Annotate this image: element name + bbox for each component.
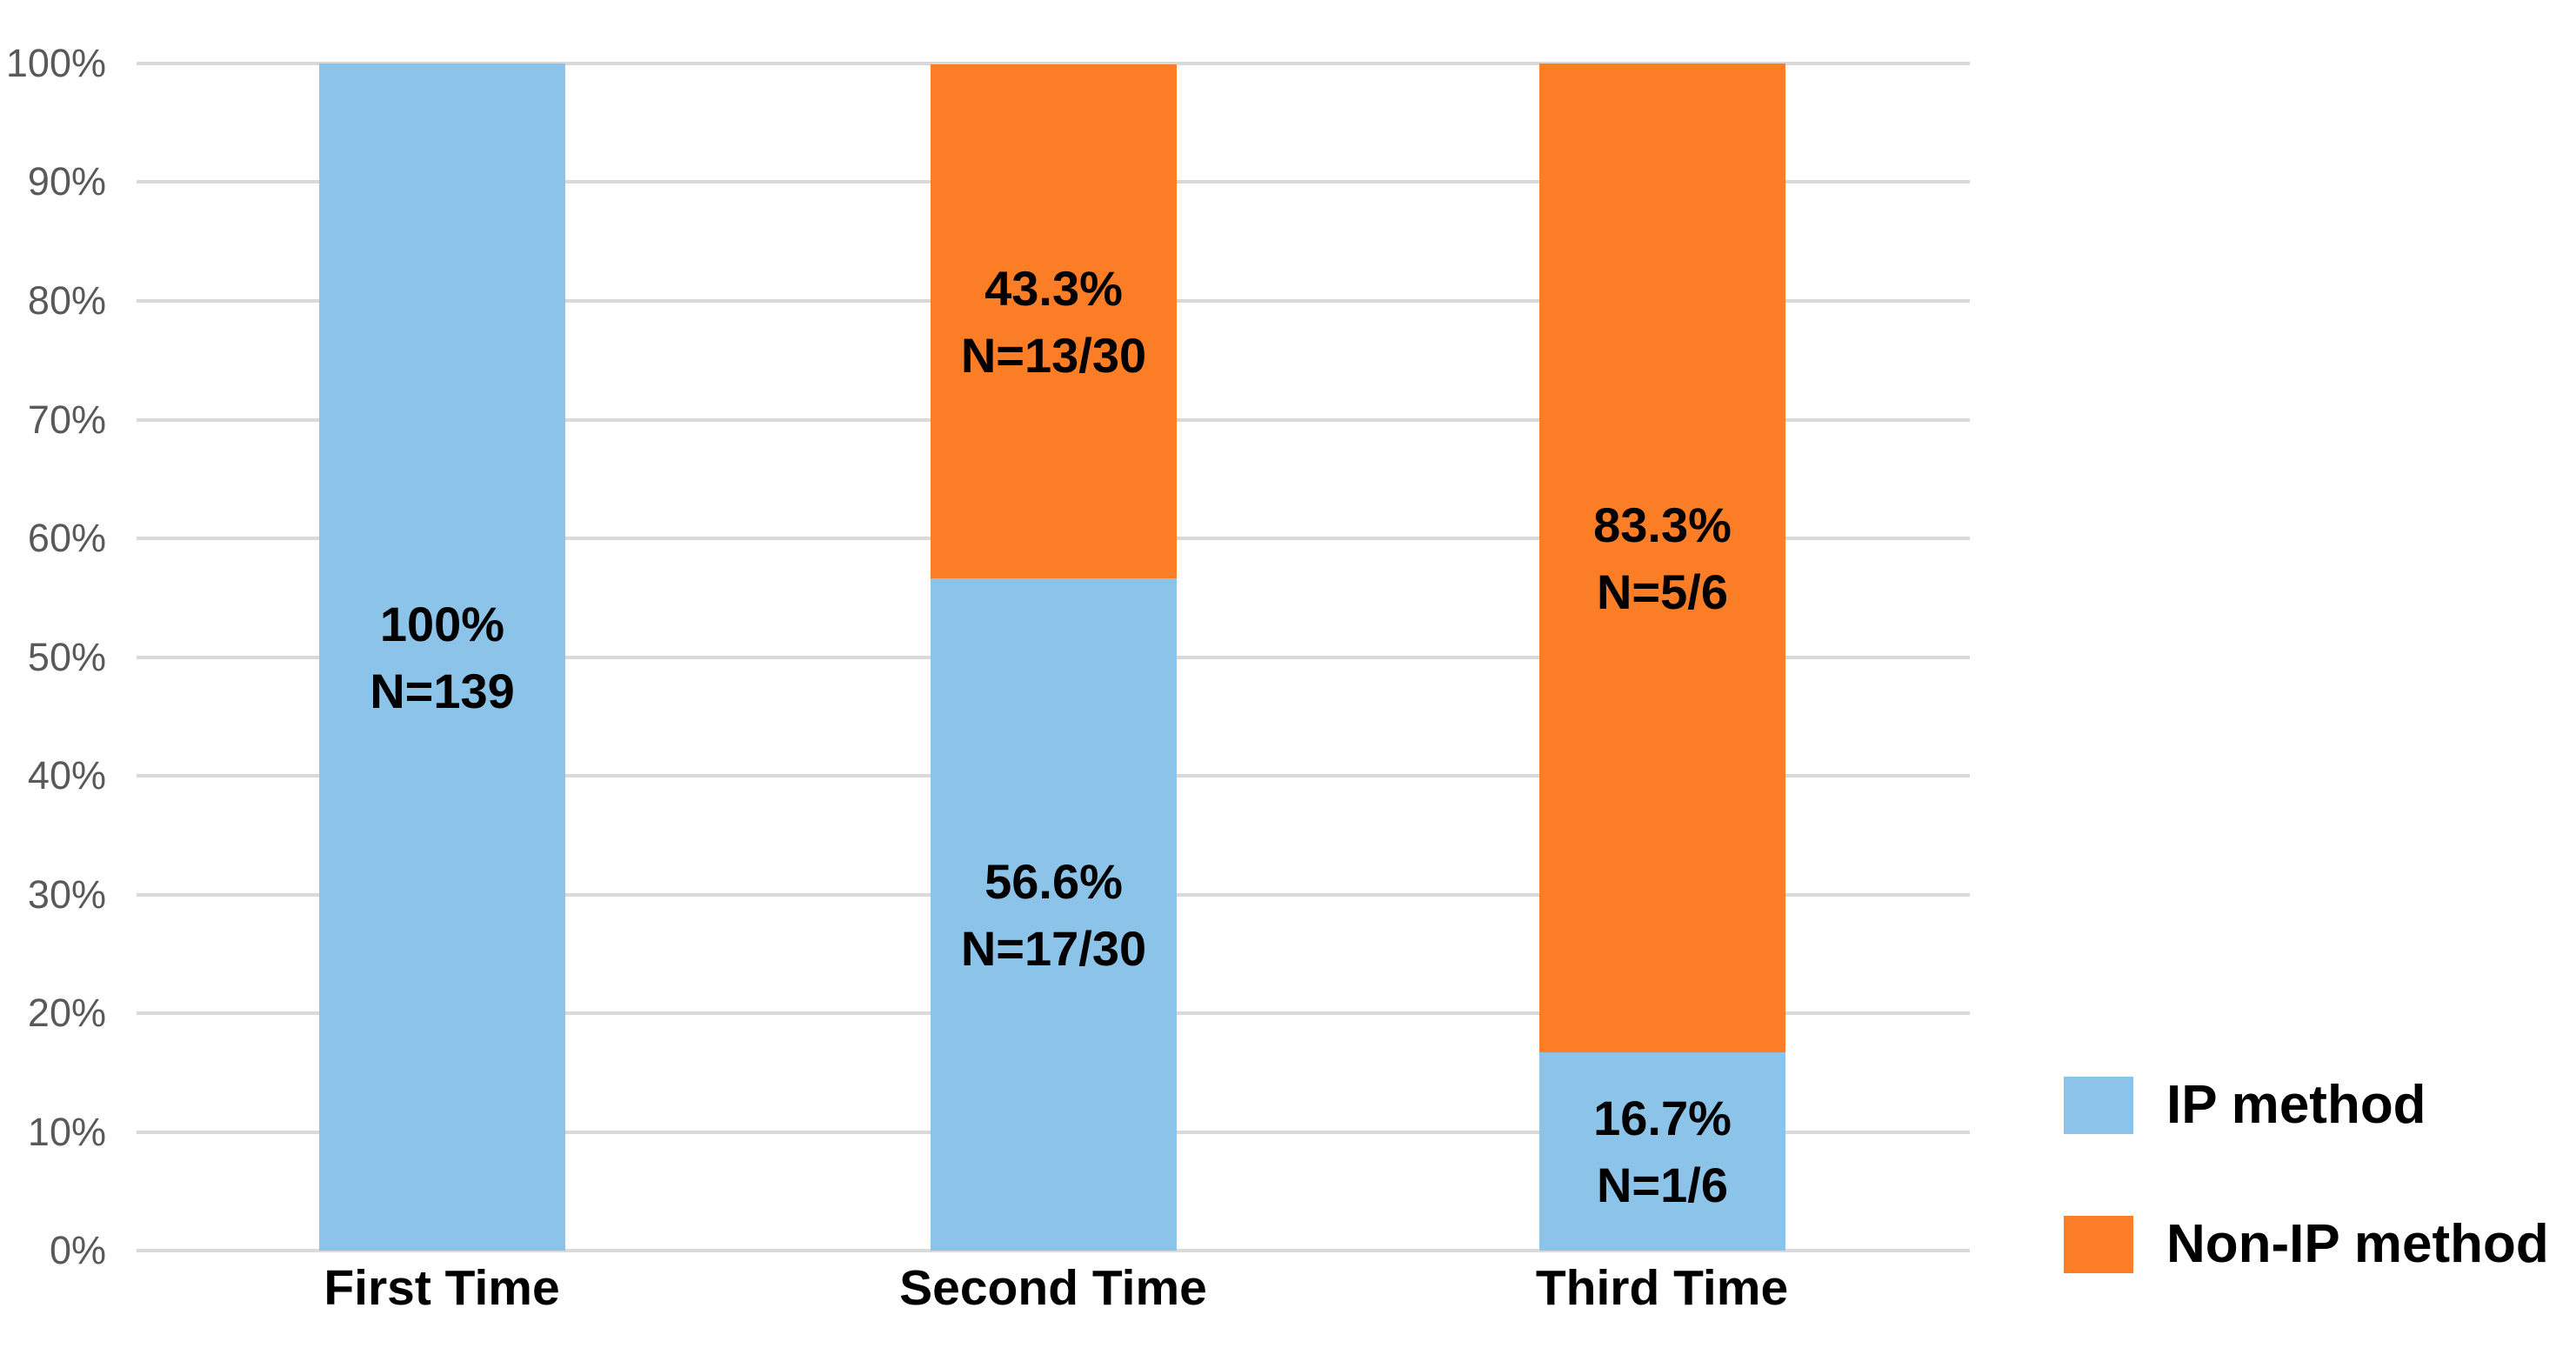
legend-swatch-non-ip-method [2064,1216,2133,1273]
bar-data-label: 16.7% N=1/6 [1593,1084,1732,1218]
x-axis-label-second-time: Second Time [899,1260,1207,1316]
bar-data-label-line: N=5/6 [1596,564,1728,619]
y-tick-label-40: 40% [27,753,106,797]
y-tick-label-60: 60% [27,516,106,560]
bar-data-label: 83.3% N=5/6 [1593,491,1732,625]
y-tick-label-70: 70% [27,397,106,442]
bar-data-label-line: 16.7% [1593,1091,1732,1145]
y-tick-label-20: 20% [27,991,106,1035]
y-tick-label-50: 50% [27,635,106,679]
gridline-0 [137,1249,1970,1252]
y-tick-label-30: 30% [27,872,106,917]
y-tick-label-90: 90% [27,159,106,204]
y-tick-label-80: 80% [27,278,106,323]
bar-data-label-line: N=1/6 [1596,1158,1728,1212]
bar-segment-third-time-non-ip-method: 83.3% N=5/6 [1539,63,1785,1052]
x-axis-label-first-time: First Time [324,1260,560,1316]
bar-data-label-line: N=139 [370,663,515,718]
bar-data-label: 100% N=139 [370,591,515,724]
bar-data-label-line: N=13/30 [960,327,1147,383]
bar-data-label-line: 43.3% [984,260,1123,316]
bar-segment-first-time-ip-method: 100% N=139 [319,63,565,1251]
bar-data-label-line: 100% [379,596,505,651]
bar-data-label: 43.3% N=13/30 [961,255,1146,389]
legend-label-non-ip-method: Non-IP method [2166,1214,2549,1274]
bar-data-label-line: 56.6% [984,853,1123,909]
bar-segment-third-time-ip-method: 16.7% N=1/6 [1539,1052,1785,1251]
bar-segment-second-time-non-ip-method: 43.3% N=13/30 [931,64,1177,578]
legend-item-non-ip-method: Non-IP method [2064,1216,2549,1273]
bar-data-label-line: 83.3% [1593,497,1732,552]
y-tick-label-100: 100% [5,41,106,85]
bar-segment-second-time-ip-method: 56.6% N=17/30 [931,578,1177,1251]
bar-data-label: 56.6% N=17/30 [961,848,1146,982]
legend-label-ip-method: IP method [2166,1075,2426,1135]
gridline-100 [137,62,1970,65]
y-tick-label-0: 0% [49,1228,106,1272]
legend-item-ip-method: IP method [2064,1077,2426,1134]
legend-swatch-ip-method [2064,1077,2133,1134]
x-axis-label-third-time: Third Time [1535,1260,1789,1316]
y-tick-label-10: 10% [27,1110,106,1154]
bar-data-label-line: N=17/30 [960,920,1147,976]
